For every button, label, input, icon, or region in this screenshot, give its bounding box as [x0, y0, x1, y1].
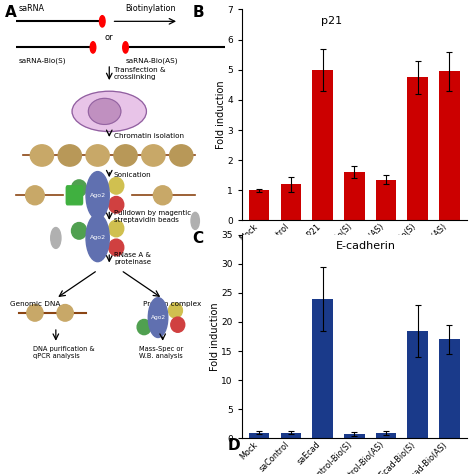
Text: A: A — [5, 5, 17, 20]
Bar — [249, 433, 270, 438]
Ellipse shape — [137, 319, 151, 335]
Ellipse shape — [26, 186, 44, 205]
Text: B: B — [192, 5, 204, 20]
Text: Pulldown by magentic
streptavidin beads: Pulldown by magentic streptavidin beads — [114, 210, 191, 223]
Ellipse shape — [109, 220, 124, 237]
Ellipse shape — [142, 145, 165, 166]
Bar — [344, 172, 365, 220]
Text: DNA purification &
qPCR analysis: DNA purification & qPCR analysis — [33, 346, 94, 359]
Text: Sonication: Sonication — [114, 172, 152, 178]
Ellipse shape — [114, 145, 137, 166]
Text: saRNA-Bio(AS): saRNA-Bio(AS) — [126, 58, 178, 64]
Bar — [439, 339, 460, 438]
Bar — [312, 70, 333, 220]
Text: D: D — [228, 438, 240, 453]
Circle shape — [86, 214, 109, 262]
Text: Biotinylation: Biotinylation — [126, 4, 176, 13]
Text: E-cadherin: E-cadherin — [336, 241, 396, 251]
Bar — [281, 433, 301, 438]
Y-axis label: Fold induction: Fold induction — [210, 302, 220, 371]
Text: Ago2: Ago2 — [90, 193, 106, 198]
Bar — [281, 184, 301, 220]
Text: Transfection &
crosslinking: Transfection & crosslinking — [114, 67, 165, 80]
Circle shape — [51, 228, 61, 248]
Text: Genomic DNA: Genomic DNA — [10, 301, 60, 307]
Ellipse shape — [88, 99, 121, 125]
Bar — [312, 299, 333, 438]
Ellipse shape — [57, 305, 73, 321]
Ellipse shape — [109, 239, 124, 256]
Text: Protein complex: Protein complex — [143, 301, 201, 307]
Ellipse shape — [30, 145, 54, 166]
Ellipse shape — [86, 145, 109, 166]
Ellipse shape — [72, 180, 87, 197]
Ellipse shape — [168, 303, 182, 318]
Circle shape — [148, 298, 168, 337]
FancyBboxPatch shape — [66, 186, 82, 205]
Text: RNase A &
proteinase: RNase A & proteinase — [114, 252, 151, 265]
Ellipse shape — [171, 317, 185, 332]
Text: or: or — [105, 34, 114, 42]
Ellipse shape — [109, 197, 124, 213]
Text: saRNA: saRNA — [18, 4, 45, 13]
Text: C: C — [192, 230, 203, 246]
Text: Mass-Spec or
W.B. analysis: Mass-Spec or W.B. analysis — [139, 346, 184, 359]
Ellipse shape — [58, 145, 82, 166]
Text: Chromatin isolation: Chromatin isolation — [114, 133, 184, 138]
Circle shape — [191, 212, 200, 229]
Y-axis label: Fold induction: Fold induction — [216, 81, 226, 149]
Text: Ago2: Ago2 — [90, 236, 106, 240]
Bar — [249, 190, 270, 220]
Ellipse shape — [27, 305, 43, 321]
Bar — [344, 434, 365, 438]
Circle shape — [123, 42, 128, 53]
Text: Ago2: Ago2 — [150, 315, 165, 320]
Text: saRNA-Bio(S): saRNA-Bio(S) — [18, 58, 66, 64]
Bar — [376, 433, 396, 438]
Ellipse shape — [72, 223, 87, 239]
Ellipse shape — [154, 186, 172, 205]
Bar — [408, 77, 428, 220]
Bar — [439, 71, 460, 220]
Ellipse shape — [109, 178, 124, 194]
Circle shape — [100, 16, 105, 27]
Bar — [408, 331, 428, 438]
Text: p21: p21 — [320, 16, 342, 26]
Ellipse shape — [170, 145, 193, 166]
Ellipse shape — [72, 91, 146, 131]
Circle shape — [90, 42, 96, 53]
Bar — [376, 180, 396, 220]
Circle shape — [86, 172, 109, 219]
